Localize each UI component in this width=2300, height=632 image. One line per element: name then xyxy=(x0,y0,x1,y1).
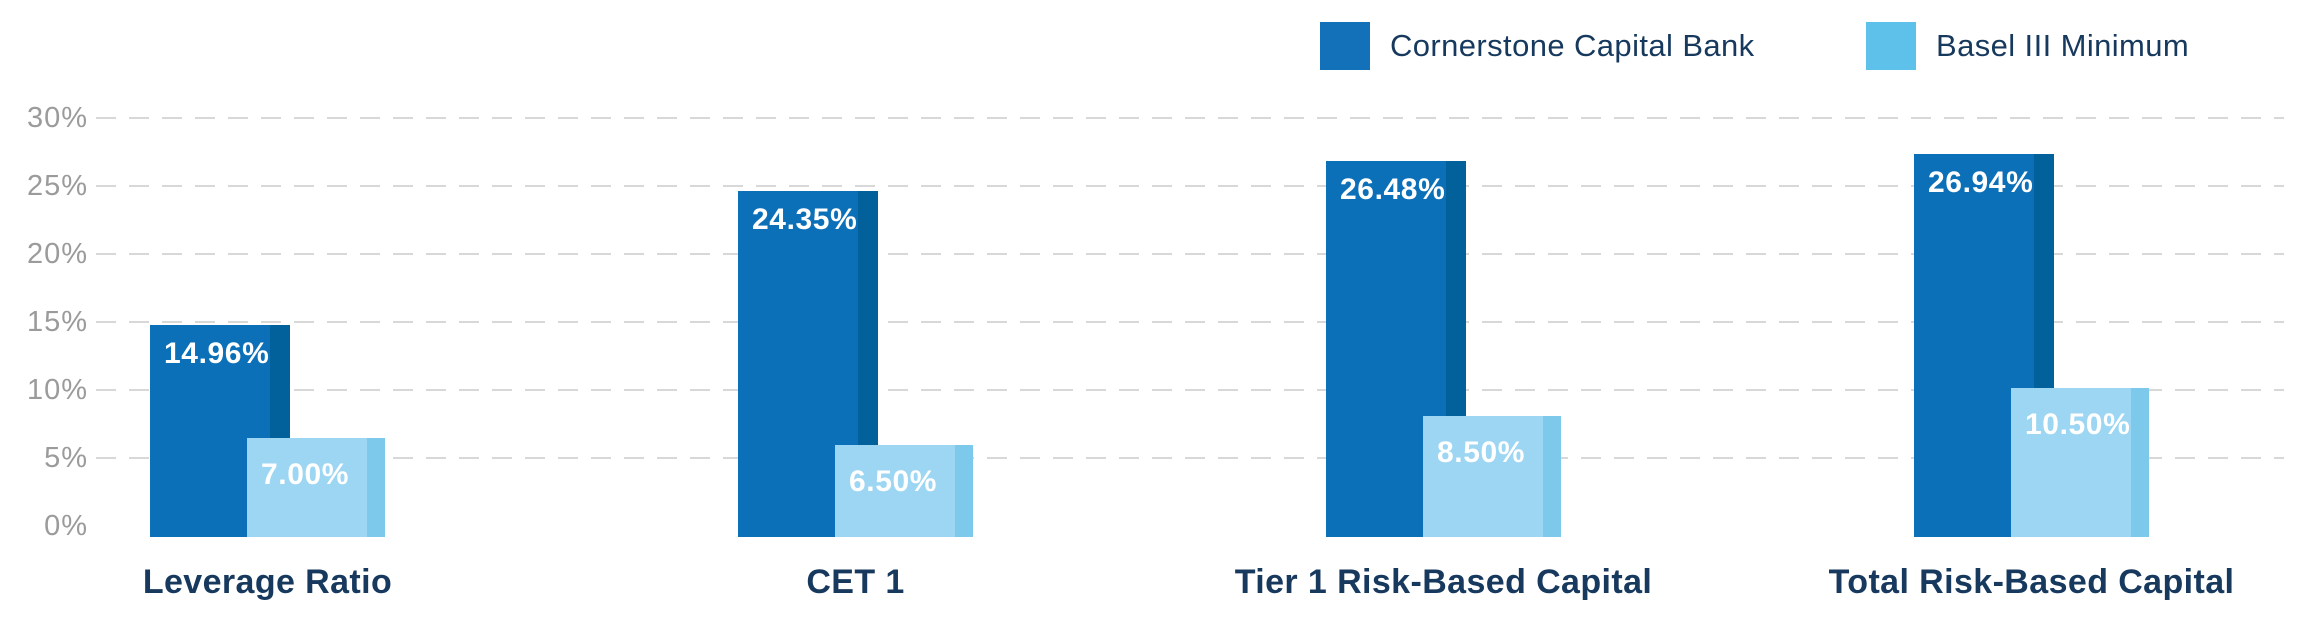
value-label-cornerstone-2: 24.35% xyxy=(752,203,858,237)
gridline-10pct xyxy=(96,389,2284,391)
bar-basel-4 xyxy=(2011,387,2149,537)
category-label-4: Total Risk-Based Capital xyxy=(1828,563,2235,601)
value-label-basel-1: 7.00% xyxy=(261,457,350,491)
value-label-cornerstone-1: 14.96% xyxy=(164,336,270,370)
value-label-basel-3: 8.50% xyxy=(1437,436,1526,470)
legend-label-cornerstone: Cornerstone Capital Bank xyxy=(1390,28,1755,63)
y-axis-tick-label: 5% xyxy=(44,442,88,474)
legend-item-cornerstone: Cornerstone Capital Bank xyxy=(1320,22,1755,70)
legend: Cornerstone Capital Bank Basel III Minim… xyxy=(0,0,2300,80)
y-axis-tick-label: 30% xyxy=(26,102,88,134)
y-axis-tick-label: 20% xyxy=(26,238,88,270)
bar-basel-3 xyxy=(1423,416,1561,537)
y-axis-tick-label: 10% xyxy=(26,374,88,406)
gridline-25pct xyxy=(96,185,2284,187)
bar-basel-2 xyxy=(835,444,973,537)
category-label-1: Leverage Ratio xyxy=(142,563,393,601)
value-label-cornerstone-3: 26.48% xyxy=(1340,172,1446,206)
y-axis-tick-label: 0% xyxy=(44,510,88,542)
legend-swatch-basel xyxy=(1866,22,1916,70)
value-label-cornerstone-4: 26.94% xyxy=(1928,166,2034,200)
value-label-basel-4: 10.50% xyxy=(2025,407,2131,441)
legend-swatch-cornerstone xyxy=(1320,22,1370,70)
y-axis-tick-label: 15% xyxy=(26,306,88,338)
value-label-basel-2: 6.50% xyxy=(849,464,938,498)
legend-label-basel: Basel III Minimum xyxy=(1936,28,2190,63)
y-axis-tick-label: 25% xyxy=(26,170,88,202)
category-label-2: CET 1 xyxy=(806,563,905,601)
gridline-5pct xyxy=(96,457,2284,459)
gridline-20pct xyxy=(96,253,2284,255)
legend-item-basel: Basel III Minimum xyxy=(1866,22,2189,70)
gridline-30pct xyxy=(96,117,2284,119)
category-label-3: Tier 1 Risk-Based Capital xyxy=(1234,563,1653,601)
gridline-15pct xyxy=(96,321,2284,323)
bar-basel-1 xyxy=(247,437,385,537)
